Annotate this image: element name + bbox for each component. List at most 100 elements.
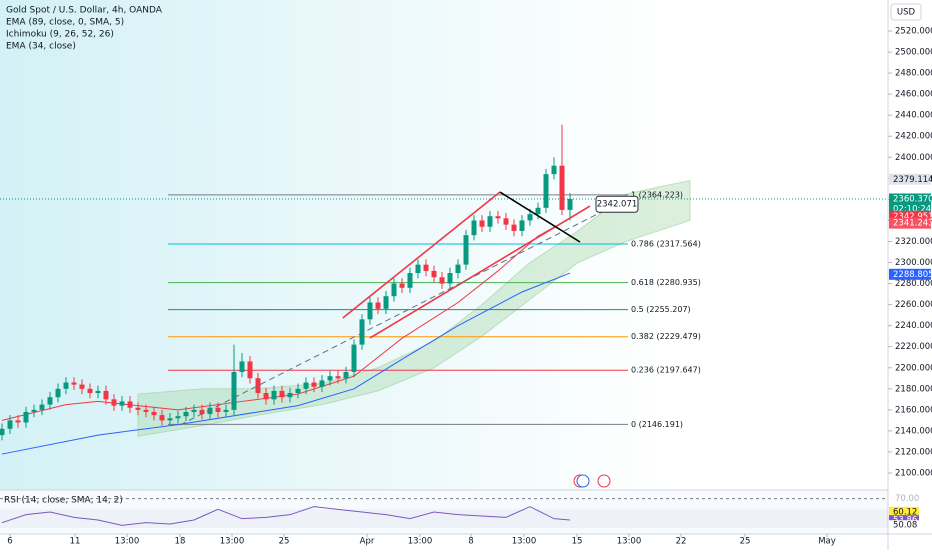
x-tick-label: 11 [70,537,81,547]
candle-body [95,390,101,394]
candle-body [335,376,341,379]
candle-body [391,283,397,297]
price-badge [889,210,931,222]
y-tick-label: 2180.000 [895,384,932,394]
candle-body [151,411,157,416]
candle-body [367,302,373,320]
rsi-badge [889,506,919,517]
candle-body [231,371,237,410]
candle-body [511,224,517,231]
rsi-band [0,509,888,528]
candle-body [407,273,413,288]
x-tick-label: 13:00 [617,537,642,547]
candle-body [135,407,141,410]
x-tick-label: 13:00 [115,537,140,547]
candle-body [159,415,165,421]
callout-label: 2342.071 [597,200,638,210]
candle-body [15,420,21,423]
candle-body [463,235,469,265]
candle-body [559,165,565,210]
chart-title: Gold Spot / U.S. Dollar, 4h, OANDA [6,6,163,16]
y-tick-label: 2140.000 [895,426,932,436]
countdown: 02:10:24 [893,204,931,214]
candle-body [191,409,197,412]
candle-body [343,371,349,379]
candle-body [519,220,525,231]
y-tick-label: 2240.000 [895,321,932,331]
candle-body [23,411,29,423]
x-tick-label: 15 [572,537,583,547]
price-badge [889,173,931,185]
x-tick-label: 18 [175,537,186,547]
candle-body [311,382,317,387]
price-badge [889,217,931,229]
candle-body [63,382,69,389]
candle-body [415,264,421,274]
candle-body [175,416,181,419]
trend-line [499,191,581,243]
candle-body [247,361,253,379]
candle-body [495,216,501,219]
x-tick-label: 13:00 [408,537,433,547]
rsi-bg [0,490,888,534]
candle-body [39,404,45,410]
candle-body [447,273,453,284]
candle-body [527,214,533,221]
candle-body [255,378,261,394]
candle-body [79,384,85,389]
y-tick-label: 2160.000 [895,405,932,415]
rsi-badge-label: 50.08 [893,521,917,531]
candle-body [215,407,221,412]
candle-body [567,198,573,210]
ema-line [1,217,571,421]
candle-body [55,388,61,398]
candle-body [359,319,365,345]
x-tick-label: May [818,537,836,547]
candle-body [375,302,381,309]
x-tick-label: 25 [279,537,290,547]
plot-bg [0,0,888,490]
y-tick-label: 2520.000 [895,27,932,37]
fib-label: 0.5 (2255.207) [631,305,691,314]
candle-body [207,407,213,415]
price-badge-label: 2341.243 [893,219,932,229]
price-badge [889,268,931,280]
y-tick-label: 2120.000 [895,447,932,457]
candle-body [127,401,133,408]
trend-line [179,199,626,426]
y-tick-label: 2440.000 [895,111,932,121]
candle-body [471,220,477,236]
candle-body [7,420,13,429]
ema-line [1,272,571,455]
price-badge-label: 2342.951 [893,212,932,222]
candle-body [439,277,445,284]
candle-body [487,216,493,227]
candle-body [503,218,509,225]
rsi-line [1,506,571,526]
y-tick-label: 2220.000 [895,342,932,352]
y-tick-label: 2300.000 [895,258,932,268]
candle-body [183,411,189,417]
candle-body [87,388,93,394]
candle-body [543,174,549,208]
candle-body [263,393,269,400]
currency: USD [897,8,916,18]
y-tick-label: 2200.000 [895,363,932,373]
trend-line [342,191,501,319]
rsi-badge [889,515,919,526]
y-tick-label: 2100.000 [895,469,932,479]
candle-body [431,270,437,278]
candle-body [423,264,429,271]
currency-box[interactable] [890,3,922,21]
price-badge-label: 2379.114 [893,175,932,185]
event-icons[interactable] [573,474,611,488]
candle-body [287,393,293,398]
y-tick-label: 2420.000 [895,132,932,142]
trend-line [369,205,591,339]
y-tick-label: 2480.000 [895,69,932,79]
price-badge-label: 2288.805 [893,270,932,280]
callout-box [595,195,639,213]
fib-label: 0.382 (2229.479) [631,332,701,341]
fib-label: 0.236 (2197.647) [631,366,701,375]
